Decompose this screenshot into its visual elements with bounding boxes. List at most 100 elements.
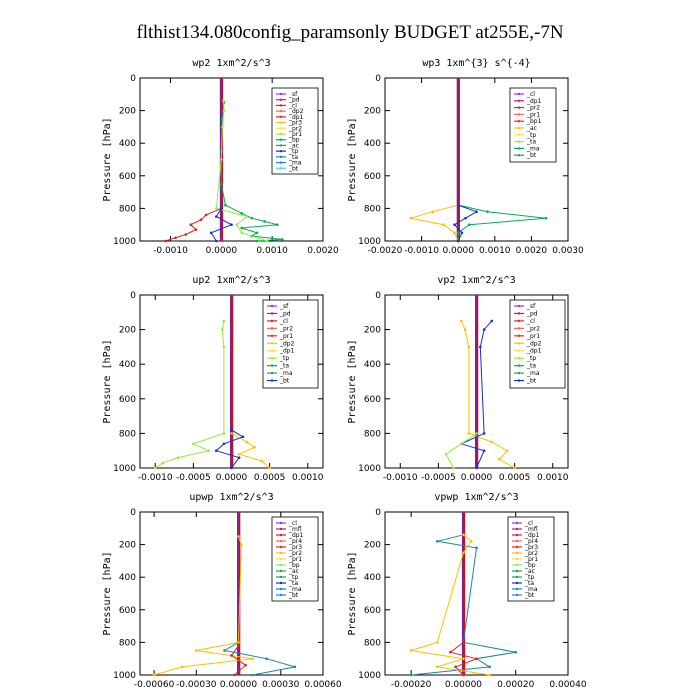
legend-label: _ac [524, 568, 535, 575]
series-point [240, 231, 243, 235]
series-point [456, 239, 460, 243]
legend-label: _pr3 [524, 544, 538, 551]
y-tick-label: 400 [364, 139, 381, 149]
legend-marker [279, 115, 283, 119]
panel-title: wp2 1xm^2/s^3 [192, 58, 270, 69]
legend-marker [517, 106, 521, 109]
series-point [469, 540, 473, 543]
series-point [260, 459, 264, 463]
legend-marker [517, 364, 521, 367]
x-tick-label: 0.0000 [442, 246, 474, 256]
legend-marker [279, 539, 283, 543]
y-tick-label: 200 [119, 541, 136, 551]
series-point [490, 319, 494, 323]
legend-label: _dp1 [524, 532, 540, 539]
x-tick-label: -0.0010 [383, 473, 418, 483]
series-point [221, 328, 224, 331]
legend-label: _ta [526, 363, 536, 370]
legend-label: _ma [524, 586, 538, 593]
y-axis-label: Pressure [hPa] [347, 339, 358, 423]
legend-marker [270, 304, 274, 308]
series-point [482, 432, 486, 435]
series-point [245, 440, 249, 444]
y-tick-label: 200 [364, 541, 381, 551]
legend-label: _cl [524, 520, 533, 527]
legend-label: _mfl [288, 526, 302, 533]
legend-marker [270, 334, 274, 338]
series-point [431, 210, 434, 213]
series-point [409, 673, 413, 677]
series-point [222, 99, 225, 103]
series-point [459, 442, 463, 446]
y-tick-label: 0 [375, 74, 381, 84]
legend-marker [279, 127, 283, 130]
y-tick-label: 800 [364, 638, 381, 648]
series-point [482, 449, 486, 453]
legend-label: _ac [288, 568, 299, 575]
legend-marker [270, 349, 274, 352]
legend-marker [517, 327, 521, 330]
legend-label: _bt [526, 378, 537, 385]
x-tick-label: -0.00030 [176, 680, 217, 690]
series-point [293, 665, 297, 669]
series-point [275, 223, 279, 226]
legend-label: _tp [524, 574, 534, 581]
series-point [475, 432, 478, 435]
legend-label: _dp1 [526, 348, 542, 355]
series-point [255, 231, 259, 235]
series-point [456, 231, 460, 235]
legend-label: _bp1 [526, 118, 542, 125]
legend-label: _pr1 [526, 333, 540, 340]
legend-marker [270, 319, 274, 323]
legend-marker [270, 364, 274, 367]
legend-marker [517, 99, 521, 103]
legend-label: _ta [288, 154, 298, 161]
y-tick-label: 400 [364, 360, 381, 370]
series-point [237, 456, 241, 459]
x-tick-label: 0.0030 [552, 246, 584, 256]
legend-marker [517, 133, 521, 136]
y-tick-label: 1000 [358, 237, 381, 247]
legend-label: _ma [526, 370, 540, 377]
series-point [253, 445, 256, 449]
legend-label: _tp [526, 355, 536, 362]
series-point [250, 216, 254, 220]
legend-label: _tp [526, 132, 536, 139]
y-tick-label: 1000 [113, 237, 136, 247]
legend-label: _sf [279, 303, 289, 310]
series-point [460, 231, 464, 235]
plot-frame [384, 77, 569, 242]
legend-label: _bp [288, 562, 300, 569]
y-tick-label: 1000 [113, 671, 136, 681]
x-tick-label: 0.0000 [206, 246, 238, 256]
series-point [462, 533, 465, 537]
legend-marker [279, 121, 283, 124]
legend-label: _pd [279, 310, 291, 317]
y-tick-label: 0 [375, 508, 381, 518]
legend-marker [517, 147, 521, 150]
legend-label: _bt [279, 378, 290, 385]
series-point [486, 210, 489, 213]
series-point [505, 449, 509, 453]
legend-marker [515, 545, 519, 549]
x-tick-label: 0.00020 [497, 680, 534, 690]
y-tick-label: 800 [364, 429, 381, 439]
series-point [452, 466, 455, 470]
series-point [240, 211, 243, 215]
series-point [454, 665, 457, 669]
series-point [223, 649, 226, 652]
series-point [164, 239, 167, 243]
x-tick-label: 0.00060 [304, 680, 341, 690]
legend-marker [279, 563, 283, 567]
series-line-ta [453, 204, 478, 242]
series-point [488, 665, 491, 669]
x-tick-label: 0.0000 [216, 473, 248, 483]
legend-marker [279, 551, 283, 555]
legend-label: _dp1 [288, 532, 304, 539]
y-tick-label: 400 [119, 573, 136, 583]
plot-frame [139, 511, 324, 676]
legend-marker [279, 587, 283, 591]
series-point [230, 432, 233, 435]
legend-label: _cl [279, 318, 288, 325]
series-line-ac [457, 204, 547, 241]
